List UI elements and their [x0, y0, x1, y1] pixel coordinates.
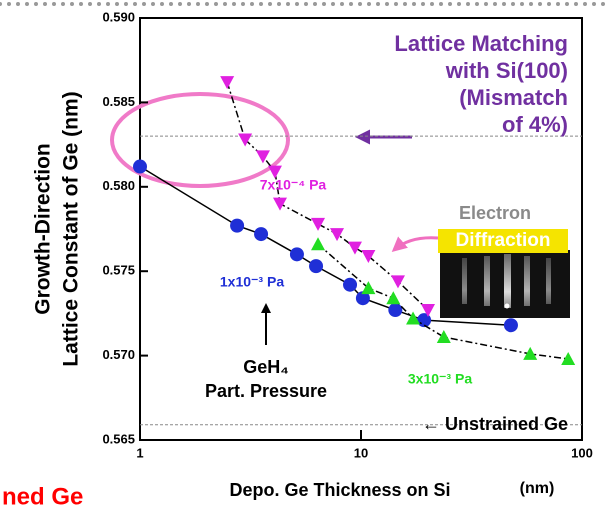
inset-label: Electron	[459, 203, 531, 223]
gas-label: GeH₄	[243, 357, 289, 377]
data-point	[311, 218, 325, 231]
data-point	[386, 291, 400, 304]
y-tick-label: 0.585	[102, 94, 135, 109]
reference-label: ← Unstrained Ge	[422, 414, 568, 434]
data-point	[290, 247, 304, 261]
diffraction-image	[440, 250, 570, 318]
data-point	[437, 330, 451, 343]
inset-label: Diffraction	[456, 230, 551, 251]
data-point	[311, 237, 325, 250]
data-point	[361, 281, 375, 294]
data-point	[273, 198, 287, 211]
gas-label: Part. Pressure	[205, 381, 327, 401]
chart: Electron Diffraction GeH₄ Part. Pressure…	[0, 0, 608, 507]
series-label: 7x10⁻⁴ Pa	[260, 177, 327, 193]
y-tick-label: 0.575	[102, 263, 135, 278]
series-label: 3x10⁻³ Pa	[408, 371, 472, 387]
pink-arrow	[394, 238, 438, 250]
data-point	[220, 76, 234, 89]
x-tick-label: 10	[354, 445, 368, 460]
data-point	[238, 134, 252, 147]
series-label: 1x10⁻³ Pa	[220, 274, 284, 290]
y-axis-title: Growth-Direction	[32, 143, 55, 315]
reference-label: (Mismatch	[459, 85, 568, 110]
data-point	[348, 242, 362, 255]
data-point	[561, 352, 575, 365]
x-tick-label: 100	[571, 445, 593, 460]
reference-label: of 4%)	[502, 112, 568, 137]
data-point	[230, 219, 244, 233]
reference-label: with Si(100)	[445, 58, 568, 83]
data-point	[417, 313, 431, 327]
y-tick-label: 0.570	[102, 347, 135, 362]
data-point	[343, 278, 357, 292]
reference-label: Lattice Matching	[394, 31, 568, 56]
x-tick-label: 1	[136, 445, 143, 460]
data-point	[504, 318, 518, 332]
y-tick-label: 0.590	[102, 9, 135, 24]
data-point	[388, 303, 402, 317]
data-point	[330, 228, 344, 241]
data-point	[254, 227, 268, 241]
data-point	[133, 160, 147, 174]
y-axis-title: Lattice Constant of Ge (nm)	[60, 91, 83, 366]
x-axis-unit: (nm)	[520, 480, 555, 497]
y-tick-label: 0.565	[102, 431, 135, 446]
x-axis-title: Depo. Ge Thickness on Si	[229, 480, 450, 500]
cut-text: ned Ge	[2, 483, 83, 507]
data-point	[309, 259, 323, 273]
y-tick-label: 0.580	[102, 178, 135, 193]
